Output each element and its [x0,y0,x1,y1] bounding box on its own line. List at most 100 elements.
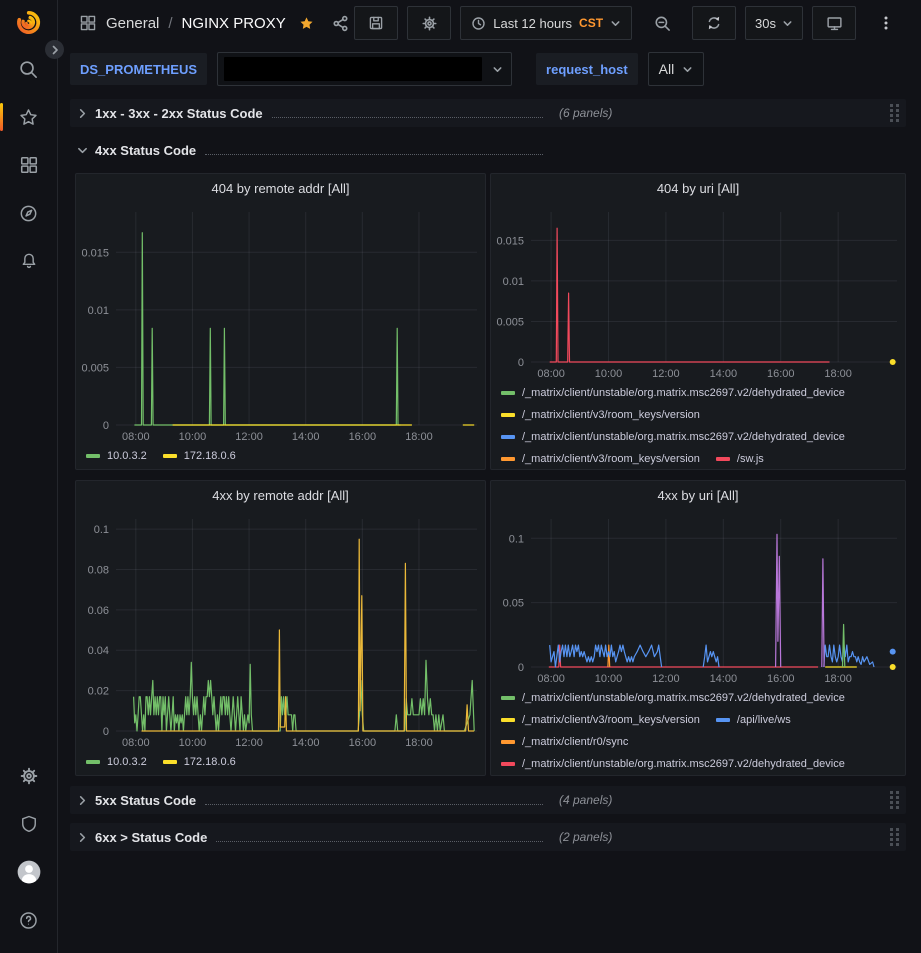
row-title: 4xx Status Code [95,142,197,158]
refresh-interval-picker[interactable]: 30s [745,6,803,40]
row-header-left: 1xx - 3xx - 2xx Status Code [77,106,545,121]
legend-item[interactable]: 172.18.0.6 [162,445,236,467]
legend-item[interactable]: /_matrix/client/unstable/org.matrix.msc2… [501,687,845,709]
dashboard-row-5xx[interactable]: 5xx Status Code (4 panels) [70,786,906,814]
legend-label: /_matrix/client/unstable/org.matrix.msc2… [522,692,845,704]
page-title[interactable]: NGINX PROXY [181,14,286,32]
y-tick-label: 0.08 [88,564,109,576]
sidebar-item-alerting[interactable] [0,244,57,278]
x-tick-label: 16:00 [767,368,795,380]
cycle-view-mode-button[interactable] [812,6,856,40]
row-drag-handle[interactable] [890,791,899,809]
legend-item[interactable]: /_matrix/client/v3/room_keys/version [501,404,700,426]
panel-title[interactable]: 404 by remote addr [All] [211,180,350,196]
panel-404-by-remote-addr: 404 by remote addr [All] 08:00 10:00 12:00… [75,173,486,470]
legend-item[interactable]: /_matrix/client/unstable/org.matrix.msc2… [501,382,845,404]
variable-label-request-host: request_host [536,53,638,85]
row-header-left: 5xx Status Code [77,793,545,808]
chevron-down-icon [492,64,503,75]
time-range-picker[interactable]: Last 12 hours CST [460,6,633,40]
dashboard-row-1xx-3xx-2xx[interactable]: 1xx - 3xx - 2xx Status Code (6 panels) [70,99,906,127]
row-panel-count: (6 panels) [559,106,613,120]
x-tick-label: 08:00 [537,673,565,685]
series-line [702,644,720,668]
x-tick-label: 18:00 [405,431,433,443]
panel-legend: /_matrix/client/unstable/org.matrix.msc2… [491,382,905,469]
timeseries-chart[interactable]: 08:00 10:00 12:00 14:00 16:00 18:00 0 0.05 0.1 [491,509,905,687]
avatar [16,859,42,885]
breadcrumb: General / NGINX PROXY [79,14,349,32]
y-tick-label: 0.01 [503,276,524,288]
dashboard-settings-button[interactable] [407,6,452,40]
legend-item[interactable]: /sw.js [715,448,764,469]
variable-value-ds-prometheus[interactable] [217,52,513,86]
x-tick-label: 18:00 [824,673,852,685]
sidebar-item-server-admin[interactable] [0,807,57,841]
legend-item[interactable]: /_matrix/client/unstable/org.matrix.msc2… [501,753,845,775]
series-line [821,558,825,668]
sidebar-item-starred[interactable] [0,100,57,134]
sidebar-item-profile[interactable] [0,855,57,889]
sidebar-item-explore[interactable] [0,196,57,230]
legend-item[interactable]: /_matrix/client/v3/room_keys/version [501,448,700,469]
x-tick-label: 16:00 [349,431,377,443]
legend-swatch [162,454,177,458]
legend-item[interactable]: 172.18.0.6 [162,751,236,773]
panel-legend: 10.0.3.2 172.18.0.6 [76,751,485,775]
refresh-interval-value: 30s [755,15,776,31]
timeseries-chart[interactable]: 08:00 10:00 12:00 14:00 16:00 18:00 0 0.005 0.01… [491,202,905,382]
y-tick-label: 0.005 [496,316,524,328]
dashboard-row-6xx[interactable]: 6xx > Status Code (2 panels) [70,823,906,851]
x-tick-label: 12:00 [235,431,263,443]
legend-item[interactable]: /_matrix/client/r0/sync [501,731,628,753]
x-tick-label: 10:00 [179,431,207,443]
legend-label: /_matrix/client/r0/sync [522,736,629,748]
chevron-down-icon [77,145,88,156]
dashboard-row-4xx[interactable]: 4xx Status Code [70,136,906,164]
legend-item[interactable]: /api/live/ws [715,709,791,731]
zoom-out-button[interactable] [641,7,683,39]
legend-swatch [501,762,515,766]
refresh-icon [706,15,722,31]
kebab-menu-icon [879,15,893,31]
shield-icon [19,814,39,834]
variable-label-ds-prometheus: DS_PROMETHEUS [70,53,208,85]
sidebar-expand-button[interactable] [45,40,64,59]
star-filled-icon[interactable] [298,15,315,32]
x-tick-label: 12:00 [235,737,263,749]
x-tick-label: 16:00 [767,673,795,685]
sidebar-item-search[interactable] [0,52,57,86]
y-tick-label: 0.05 [503,598,524,610]
variable-value-request-host[interactable]: All [647,52,705,86]
legend-item[interactable]: 10.0.3.2 [86,445,147,467]
row-drag-handle[interactable] [890,828,899,846]
timeseries-chart[interactable]: 08:00 10:00 12:00 14:00 16:00 18:00 0 0.005 0.01… [76,202,485,445]
y-tick-label: 0.1 [94,524,109,536]
chevron-down-icon [610,18,621,29]
more-options-button[interactable] [865,7,907,39]
panel-legend: /_matrix/client/unstable/org.matrix.msc2… [491,687,905,775]
legend-item[interactable]: /_matrix/client/unstable/org.matrix.msc2… [501,426,845,448]
dashboard-topbar: General / NGINX PROXY Last 12 hours CST [57,0,921,46]
y-tick-label: 0.015 [81,247,109,259]
share-icon[interactable] [332,15,349,32]
x-tick-label: 14:00 [710,368,738,380]
save-dashboard-button[interactable] [354,6,399,40]
grafana-logo[interactable] [15,9,42,36]
refresh-button[interactable] [692,6,737,40]
panel-title[interactable]: 4xx by remote addr [All] [212,487,349,503]
chevron-down-icon [782,18,793,29]
sidebar-item-configuration[interactable] [0,759,57,793]
dashboard-body: 1xx - 3xx - 2xx Status Code (6 panels) 4… [57,92,921,851]
row-header-left: 4xx Status Code [77,143,545,158]
sidebar-item-dashboards[interactable] [0,148,57,182]
panel-title[interactable]: 4xx by uri [All] [657,487,739,503]
legend-item[interactable]: 10.0.3.2 [86,751,147,773]
sidebar-item-help[interactable] [0,903,57,937]
legend-item[interactable]: /_matrix/client/v3/room_keys/version [501,709,700,731]
panel-title[interactable]: 404 by uri [All] [656,180,740,196]
row-drag-handle[interactable] [890,104,899,122]
timeseries-chart[interactable]: 08:00 10:00 12:00 14:00 16:00 18:00 0 0.02 0.04 0… [76,509,485,751]
y-tick-label: 0.01 [88,305,109,317]
breadcrumb-folder[interactable]: General [106,14,160,32]
